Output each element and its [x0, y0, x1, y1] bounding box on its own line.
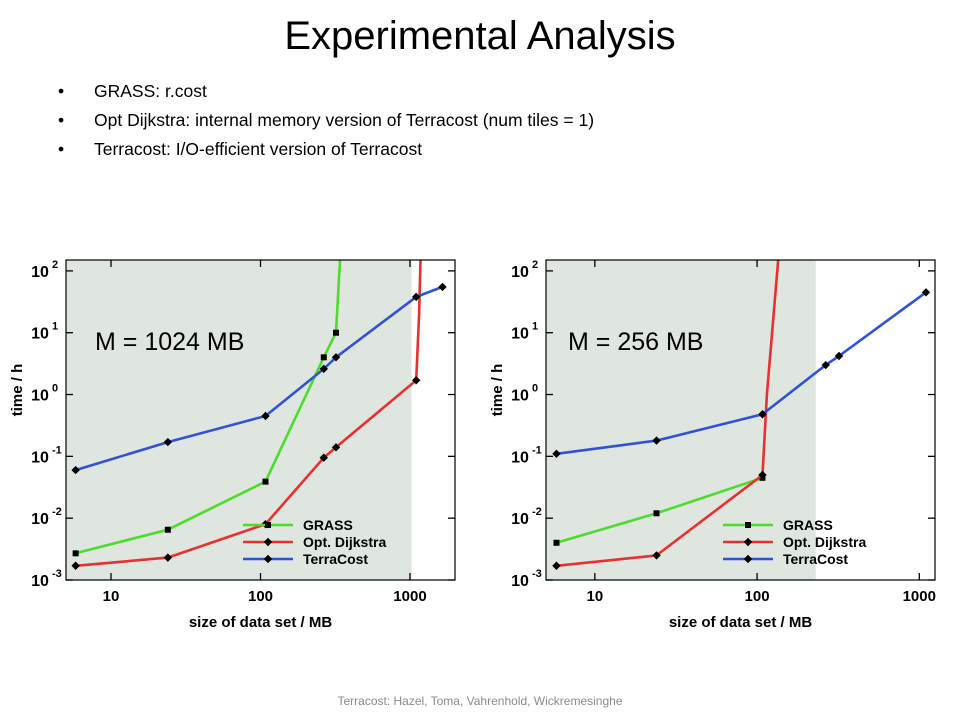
y-tick-label-base: 10 [511, 449, 529, 466]
data-point [411, 376, 421, 385]
legend-marker [265, 522, 271, 528]
memory-region-shading [66, 260, 412, 580]
bullet-text: Terracost: I/O-efficient version of Terr… [94, 139, 423, 159]
y-tick-label-base: 10 [31, 511, 49, 528]
y-tick-label-exponent: -3 [52, 568, 62, 580]
data-point [331, 443, 341, 452]
data-point [653, 510, 660, 517]
series-grass [72, 260, 342, 557]
y-tick-label-base: 10 [31, 264, 49, 281]
legend-label: Opt. Dijkstra [303, 534, 386, 550]
legend-marker [743, 537, 753, 547]
y-tick-label-base: 10 [31, 326, 49, 343]
data-point [262, 478, 269, 485]
data-point [320, 354, 327, 361]
bullet-list: • GRASS: r.cost • Opt Dijkstra: internal m… [58, 80, 594, 167]
y-axis-label: time / h [9, 364, 26, 417]
chart-1024mb: 10 100 1000 10 -3 10 -2 10 -1 10 0 10 1 10 2 M = 1024 M… [0, 240, 480, 640]
plot-frame [545, 259, 936, 581]
bullet-item: • GRASS: r.cost [58, 80, 594, 102]
series-line [75, 260, 342, 555]
memory-region-shading [546, 260, 816, 580]
data-point [411, 292, 421, 302]
data-point [834, 351, 844, 361]
legend-marker [745, 522, 751, 528]
data-point [552, 449, 561, 458]
bullet-dot: • [58, 110, 65, 130]
legend-label: Opt. Dijkstra [783, 534, 866, 550]
y-tick-label-exponent: 0 [52, 383, 58, 395]
slide-footer: Terracost: Hazel, Toma, Vahrenhold, Wick… [337, 694, 623, 708]
legend-marker [743, 554, 753, 564]
y-tick-label-exponent: -1 [52, 444, 62, 456]
y-tick-label-base: 10 [31, 573, 49, 590]
legend-marker [263, 554, 273, 564]
y-tick-label-exponent: 2 [532, 259, 538, 271]
data-point [652, 436, 661, 445]
plot-frame [65, 259, 456, 581]
memory-annotation: M = 256 MB [568, 328, 703, 356]
data-point [261, 411, 270, 421]
data-point [319, 453, 328, 462]
bullet-item: • Terracost: I/O-efficient version of Ter… [58, 138, 594, 160]
slide-title: Experimental Analysis [284, 14, 676, 58]
chart-256mb: 10 100 1000 10 -3 10 -2 10 -1 10 0 10 1 10 2 M = 256 MB… [480, 240, 960, 640]
y-tick-label-base: 10 [511, 326, 529, 343]
y-tick-label-exponent: -3 [532, 568, 542, 580]
y-tick-label-exponent: 2 [52, 259, 58, 271]
data-point [71, 465, 80, 475]
y-tick-label-exponent: 1 [52, 321, 58, 333]
legend-label: GRASS [303, 517, 353, 533]
x-axis-label: size of data set / MB [669, 614, 813, 631]
memory-annotation: M = 1024 MB [95, 328, 244, 356]
data-point [163, 437, 173, 447]
bullet-item: • Opt Dijkstra: internal memory version o… [58, 109, 594, 131]
legend-marker [263, 537, 273, 547]
y-tick-label-exponent: 1 [532, 321, 538, 333]
y-tick-label-exponent: -2 [532, 506, 542, 518]
data-point [552, 561, 561, 570]
data-point [758, 470, 767, 480]
x-tick-label: 100 [745, 588, 770, 605]
data-point [438, 282, 447, 292]
y-tick-label-base: 10 [511, 573, 529, 590]
series-line [75, 260, 422, 568]
x-tick-label: 10 [103, 588, 120, 605]
legend-label: TerraCost [303, 551, 368, 567]
x-axis-label: size of data set / MB [189, 614, 333, 631]
bullet-text: GRASS: r.cost [94, 81, 207, 101]
y-tick-label-base: 10 [511, 388, 529, 405]
x-tick-label: 10 [586, 588, 603, 605]
y-tick-label-base: 10 [511, 511, 529, 528]
y-tick-label-base: 10 [31, 449, 49, 466]
y-axis-label: time / h [489, 364, 506, 417]
bullet-text: Opt Dijkstra: internal memory version of… [94, 110, 595, 130]
data-point [758, 410, 767, 419]
y-tick-label-base: 10 [31, 388, 49, 405]
legend-label: GRASS [783, 517, 833, 533]
y-tick-label-base: 10 [511, 264, 529, 281]
bullet-dot: • [58, 139, 65, 159]
y-tick-label-exponent: -2 [52, 506, 62, 518]
data-point [553, 539, 560, 546]
data-point [333, 329, 340, 336]
data-point [72, 550, 79, 557]
y-tick-label-exponent: 0 [532, 383, 538, 395]
data-point [319, 364, 328, 374]
data-point [164, 526, 171, 533]
series-terracost [71, 282, 447, 475]
legend-label: TerraCost [783, 551, 848, 567]
series-line [556, 291, 927, 456]
x-tick-label: 1000 [393, 588, 426, 605]
x-tick-label: 100 [248, 588, 273, 605]
y-tick-label-exponent: -1 [532, 444, 542, 456]
bullet-dot: • [58, 81, 65, 101]
x-tick-label: 1000 [903, 588, 936, 605]
